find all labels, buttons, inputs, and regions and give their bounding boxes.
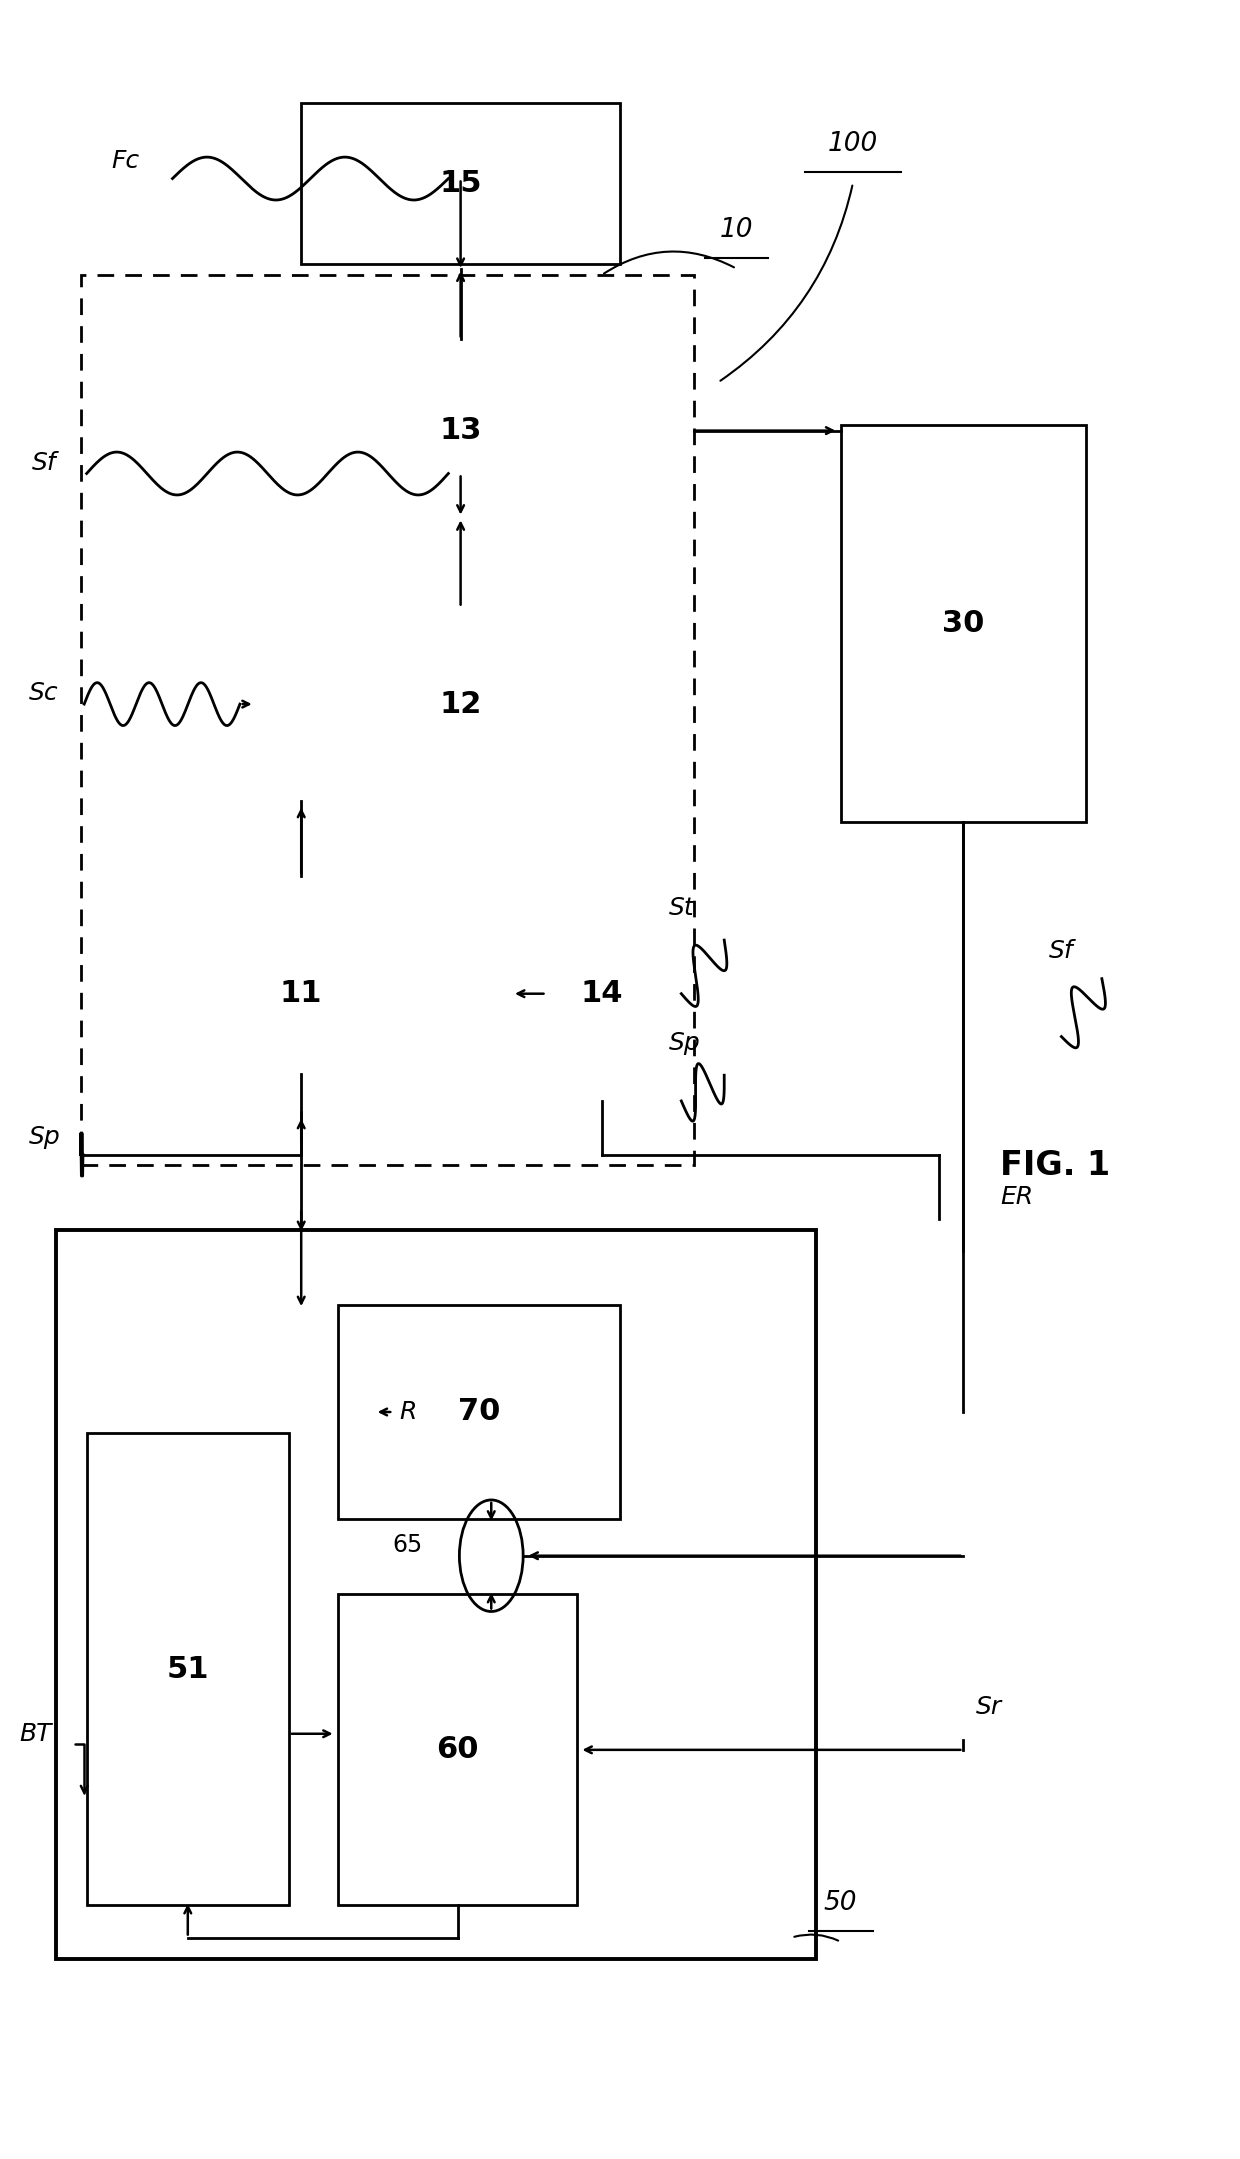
Bar xyxy=(252,607,670,801)
Bar xyxy=(56,1231,816,1958)
Text: Sf: Sf xyxy=(31,451,56,475)
Bar xyxy=(841,425,1086,823)
Text: 65: 65 xyxy=(392,1533,422,1557)
Text: 11: 11 xyxy=(280,980,322,1008)
Text: 51: 51 xyxy=(166,1656,210,1684)
Text: 14: 14 xyxy=(580,980,622,1008)
Bar xyxy=(93,877,510,1112)
Text: 30: 30 xyxy=(942,609,985,639)
Text: BT: BT xyxy=(19,1721,52,1747)
Text: 13: 13 xyxy=(439,417,482,445)
Text: 100: 100 xyxy=(828,132,878,158)
Text: R: R xyxy=(399,1399,417,1425)
Text: Sp: Sp xyxy=(670,1032,701,1056)
Bar xyxy=(81,274,693,1166)
Text: 15: 15 xyxy=(439,168,482,199)
Text: 50: 50 xyxy=(823,1889,857,1915)
Text: 60: 60 xyxy=(436,1736,479,1764)
Bar xyxy=(301,104,620,263)
Text: Sp: Sp xyxy=(29,1125,61,1149)
Text: 70: 70 xyxy=(458,1397,500,1427)
Bar xyxy=(339,1593,577,1906)
Text: St: St xyxy=(670,896,694,920)
Bar xyxy=(547,887,657,1101)
Text: 10: 10 xyxy=(719,216,753,244)
Text: Sr: Sr xyxy=(976,1695,1002,1719)
Bar xyxy=(252,339,670,522)
Bar xyxy=(87,1434,289,1906)
Text: Sf: Sf xyxy=(1049,939,1074,963)
Text: Sc: Sc xyxy=(29,682,58,706)
Text: FIG. 1: FIG. 1 xyxy=(1001,1149,1110,1181)
Text: 12: 12 xyxy=(439,689,482,719)
Bar xyxy=(339,1304,620,1520)
Text: ER: ER xyxy=(1001,1185,1033,1209)
Text: Fc: Fc xyxy=(112,149,139,173)
